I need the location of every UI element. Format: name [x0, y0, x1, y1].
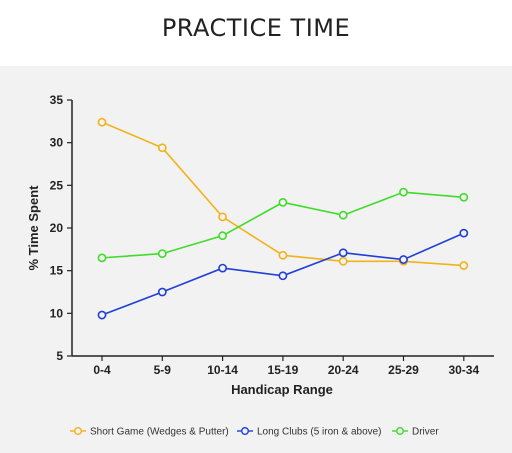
series-layer [97, 117, 469, 320]
legend-marker [73, 427, 82, 436]
x-tick-label: 25-29 [388, 363, 419, 377]
x-tick-label: 30-34 [448, 363, 479, 377]
y-tick-label: 30 [50, 136, 64, 150]
y-tick-label: 20 [50, 221, 64, 235]
data-point [157, 287, 167, 297]
x-tick-label: 0-4 [93, 363, 111, 377]
data-point [157, 143, 167, 153]
y-tick-label: 10 [50, 306, 64, 320]
y-tick-label: 5 [56, 349, 63, 363]
series-3 [97, 187, 469, 263]
x-tick-label: 10-14 [207, 363, 238, 377]
data-point [97, 117, 107, 127]
legend-item-3: Driver [392, 427, 439, 438]
data-point [338, 210, 348, 220]
data-point [97, 310, 107, 320]
legend-label: Short Game (Wedges & Putter) [90, 427, 229, 438]
legend-item-1: Short Game (Wedges & Putter) [70, 427, 229, 438]
series-line [101, 121, 464, 267]
data-point [278, 271, 288, 281]
y-axis-label: % Time Spent [26, 185, 41, 271]
data-point [399, 187, 408, 197]
data-point [338, 256, 348, 266]
data-point [278, 197, 288, 207]
legend-marker [240, 427, 249, 436]
legend-marker [396, 427, 405, 436]
data-point [218, 212, 227, 222]
series-2 [97, 228, 469, 320]
data-point [157, 249, 167, 258]
data-point [459, 228, 469, 238]
x-axis-label: Handicap Range [231, 382, 333, 397]
y-tick-label: 35 [50, 93, 64, 107]
x-tick-label: 15-19 [268, 363, 299, 377]
data-point [218, 263, 227, 273]
legend-label: Long Clubs (5 iron & above) [257, 427, 382, 438]
data-point [97, 253, 107, 263]
chart-title: PRACTICE TIME [161, 14, 351, 42]
data-point [278, 250, 288, 260]
data-point [459, 261, 469, 270]
x-tick-label: 5-9 [154, 363, 172, 377]
y-tick-label: 25 [50, 178, 64, 192]
axes: 5 10 15 20 25 30 35 0-4 5-9 10-14 15-19 20-24 25-29 3… [50, 93, 494, 377]
data-point [218, 231, 227, 241]
data-point [459, 192, 469, 202]
data-point [338, 248, 348, 258]
data-point [399, 255, 408, 264]
chart-panel [0, 66, 512, 453]
x-tick-label: 20-24 [328, 363, 359, 377]
legend-label: Driver [412, 427, 439, 438]
series-1 [97, 117, 469, 270]
y-tick-label: 15 [50, 264, 64, 278]
legend: Short Game (Wedges & Putter) Long Clubs (… [70, 427, 439, 438]
legend-item-2: Long Clubs (5 iron & above) [237, 427, 382, 438]
